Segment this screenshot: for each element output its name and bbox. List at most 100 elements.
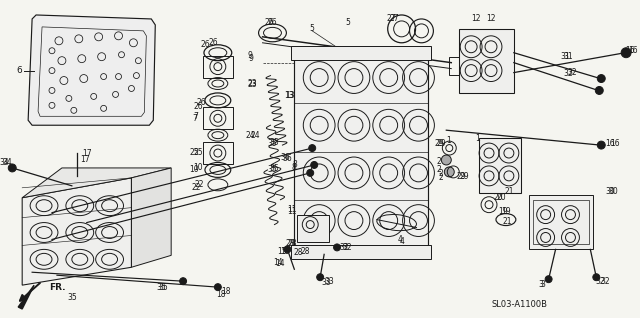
Polygon shape (18, 285, 34, 309)
Text: 28: 28 (286, 239, 295, 248)
Text: 25: 25 (193, 148, 203, 156)
Text: 7: 7 (193, 112, 198, 121)
Text: 12: 12 (471, 14, 481, 24)
Circle shape (308, 145, 316, 152)
Text: 24: 24 (251, 131, 260, 140)
Text: 21: 21 (504, 187, 514, 196)
Text: 7: 7 (193, 114, 198, 123)
Text: 9: 9 (248, 51, 253, 60)
Bar (460, 29, 514, 93)
Text: 26: 26 (193, 102, 203, 111)
Text: 32: 32 (564, 69, 573, 78)
Text: 16: 16 (628, 46, 637, 55)
Text: 4: 4 (399, 237, 404, 246)
Text: 28: 28 (300, 247, 310, 256)
Text: 28: 28 (287, 239, 297, 248)
Text: 1: 1 (447, 136, 451, 145)
Text: 10: 10 (189, 165, 199, 175)
Text: 2: 2 (439, 169, 444, 178)
Text: 14: 14 (273, 258, 282, 267)
Circle shape (307, 169, 314, 176)
Bar (203, 107, 233, 129)
Text: 26: 26 (208, 38, 218, 47)
Text: 34: 34 (0, 158, 9, 168)
Text: 32: 32 (568, 68, 577, 77)
Text: 8: 8 (292, 161, 297, 169)
Circle shape (8, 164, 16, 172)
Text: 26: 26 (268, 18, 277, 27)
Circle shape (442, 155, 451, 165)
Text: 32: 32 (339, 243, 349, 252)
Text: 22: 22 (191, 183, 201, 192)
Text: 33: 33 (321, 278, 331, 287)
Text: 9: 9 (248, 54, 253, 63)
Text: 35: 35 (158, 283, 168, 292)
Text: 29: 29 (435, 139, 444, 148)
Circle shape (545, 276, 552, 283)
Text: 17: 17 (82, 149, 92, 157)
Text: 36: 36 (282, 154, 292, 162)
Bar (529, 195, 593, 249)
Text: 5: 5 (346, 18, 351, 27)
Text: 19: 19 (501, 207, 511, 216)
Text: 11: 11 (287, 207, 297, 216)
Text: 31: 31 (564, 52, 573, 61)
Text: 16: 16 (610, 139, 620, 148)
Bar (203, 56, 233, 78)
Polygon shape (22, 168, 171, 198)
Text: 26: 26 (200, 40, 210, 49)
Circle shape (333, 244, 340, 251)
Text: 25: 25 (189, 148, 199, 156)
Text: 18: 18 (221, 287, 230, 296)
Text: 3: 3 (538, 280, 543, 289)
Text: 29: 29 (436, 139, 446, 148)
Bar (203, 142, 233, 164)
Text: 33: 33 (324, 277, 334, 286)
Text: 20: 20 (497, 193, 507, 202)
Text: 28: 28 (294, 248, 303, 257)
Text: 30: 30 (608, 187, 618, 196)
Text: 23: 23 (248, 80, 257, 89)
Text: 16: 16 (605, 139, 615, 148)
Text: 24: 24 (246, 131, 255, 140)
Text: 18: 18 (216, 290, 225, 299)
Bar (291, 245, 431, 259)
Text: 15: 15 (280, 247, 290, 256)
Text: 3: 3 (540, 280, 545, 289)
Circle shape (597, 141, 605, 149)
Text: 14: 14 (276, 259, 285, 268)
Text: 31: 31 (561, 52, 570, 61)
Circle shape (595, 86, 604, 94)
Text: 10: 10 (193, 163, 203, 172)
Text: 29: 29 (460, 172, 469, 181)
Text: 34: 34 (3, 158, 12, 168)
Text: 32: 32 (342, 243, 351, 252)
Circle shape (597, 75, 605, 82)
Circle shape (593, 274, 600, 281)
Text: 11: 11 (287, 205, 297, 214)
Bar (479, 138, 521, 193)
Text: 4: 4 (397, 235, 402, 244)
Text: 5: 5 (310, 24, 315, 33)
Polygon shape (22, 178, 131, 285)
Text: 36: 36 (280, 153, 291, 162)
Text: 35: 35 (269, 164, 279, 173)
Text: 13: 13 (285, 91, 294, 100)
Bar (532, 200, 589, 245)
Bar (449, 57, 469, 75)
Text: 20: 20 (493, 193, 503, 202)
Text: 29: 29 (456, 172, 466, 181)
Polygon shape (28, 15, 156, 125)
Text: SL03-A1100B: SL03-A1100B (491, 300, 547, 308)
Bar (291, 46, 431, 60)
Text: 2: 2 (436, 165, 442, 175)
Text: 27: 27 (390, 14, 399, 24)
Bar (294, 56, 428, 249)
Text: 35: 35 (268, 139, 277, 148)
Text: 21: 21 (502, 217, 511, 226)
Text: 35: 35 (156, 283, 166, 292)
Text: 6: 6 (17, 66, 22, 75)
Text: 2: 2 (438, 173, 444, 182)
Circle shape (317, 274, 324, 281)
Text: 27: 27 (387, 14, 397, 24)
